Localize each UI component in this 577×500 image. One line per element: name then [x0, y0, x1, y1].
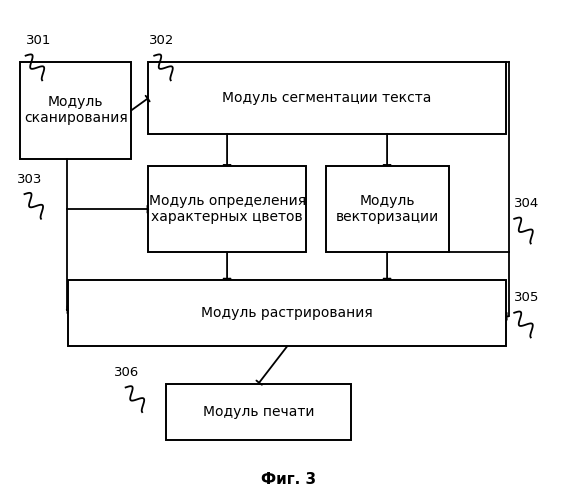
Text: 304: 304: [514, 198, 539, 210]
FancyBboxPatch shape: [148, 166, 306, 252]
FancyBboxPatch shape: [325, 166, 448, 252]
Text: Модуль растрирования: Модуль растрирования: [201, 306, 373, 320]
Text: 303: 303: [17, 172, 43, 186]
Text: Модуль сегментации текста: Модуль сегментации текста: [222, 91, 432, 105]
Text: 305: 305: [514, 292, 539, 304]
Text: Модуль
сканирования: Модуль сканирования: [24, 95, 128, 126]
Text: Фиг. 3: Фиг. 3: [261, 472, 316, 488]
Text: Модуль определения
характерных цветов: Модуль определения характерных цветов: [148, 194, 306, 224]
FancyBboxPatch shape: [69, 280, 505, 346]
Text: 301: 301: [25, 34, 51, 48]
FancyBboxPatch shape: [20, 62, 132, 158]
Text: Модуль
векторизации: Модуль векторизации: [335, 194, 439, 224]
FancyBboxPatch shape: [148, 62, 505, 134]
Text: Модуль печати: Модуль печати: [203, 405, 314, 419]
Text: 306: 306: [114, 366, 140, 378]
FancyBboxPatch shape: [166, 384, 351, 440]
Text: 302: 302: [148, 34, 174, 48]
